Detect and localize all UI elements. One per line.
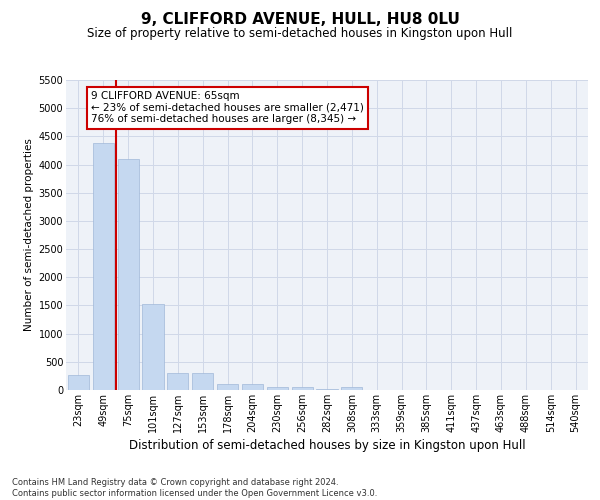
Bar (68, 375, 89, 390)
Bar (167, 372, 188, 390)
Y-axis label: Number of semi-detached properties: Number of semi-detached properties (25, 138, 34, 332)
Bar (242, 384, 263, 390)
X-axis label: Distribution of semi-detached houses by size in Kingston upon Hull: Distribution of semi-detached houses by … (128, 439, 526, 452)
Bar (118, 159, 139, 390)
Bar (341, 387, 362, 390)
Bar (292, 387, 313, 390)
Bar (142, 304, 164, 390)
Text: 9 CLIFFORD AVENUE: 65sqm
← 23% of semi-detached houses are smaller (2,471)
76% o: 9 CLIFFORD AVENUE: 65sqm ← 23% of semi-d… (91, 92, 364, 124)
Text: Size of property relative to semi-detached houses in Kingston upon Hull: Size of property relative to semi-detach… (88, 28, 512, 40)
Bar (93, 143, 114, 390)
Text: Contains HM Land Registry data © Crown copyright and database right 2024.
Contai: Contains HM Land Registry data © Crown c… (12, 478, 377, 498)
Bar (217, 384, 238, 390)
Text: 9, CLIFFORD AVENUE, HULL, HU8 0LU: 9, CLIFFORD AVENUE, HULL, HU8 0LU (140, 12, 460, 28)
Bar (267, 387, 288, 390)
Bar (192, 372, 213, 390)
